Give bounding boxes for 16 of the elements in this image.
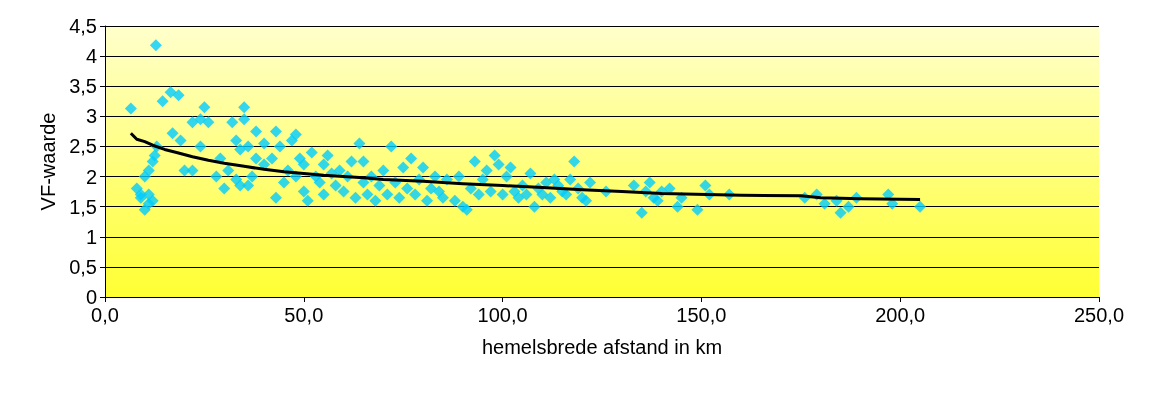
x-tick-label: 100,0	[477, 304, 528, 326]
y-tick-label: 2,5	[69, 135, 97, 158]
x-axis-title: hemelsbrede afstand in km	[481, 336, 723, 358]
x-tick-label: 250,0	[1073, 304, 1125, 326]
y-axis-title: VF-waarde	[37, 112, 60, 211]
x-tick-label: 50,0	[284, 304, 324, 326]
y-tick-label: 2	[85, 165, 97, 188]
y-tick-label: 0,5	[69, 255, 97, 278]
x-tick-label: 150,0	[676, 304, 727, 326]
y-tick-label: 1	[85, 225, 97, 248]
y-tick-label: 3	[85, 105, 97, 128]
y-tick-label: 1,5	[69, 195, 97, 218]
y-tick-label: 4	[85, 45, 97, 68]
y-tick-label: 3,5	[69, 75, 97, 98]
x-tick-label: 200,0	[875, 304, 926, 326]
y-tick-label: 4,5	[69, 15, 97, 37]
